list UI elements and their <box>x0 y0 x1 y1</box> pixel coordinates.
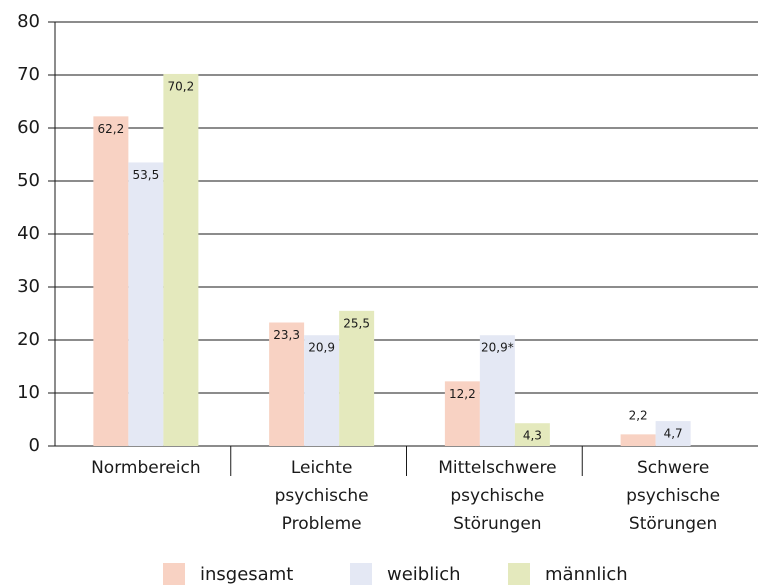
legend-label: weiblich <box>387 564 461 585</box>
data-label: 62,2 <box>98 122 125 136</box>
y-tick-label: 80 <box>17 11 40 32</box>
x-tick-label: Schwere psychische Störungen <box>626 458 720 534</box>
legend-label: männlich <box>545 564 628 585</box>
data-label: 12,2 <box>449 387 476 401</box>
data-label: 53,5 <box>133 168 160 182</box>
y-tick-label: 20 <box>17 329 40 350</box>
x-tick-label: Mittelschwere psychische Störungen <box>438 458 556 534</box>
bar <box>479 335 515 446</box>
legend-swatch <box>508 563 530 585</box>
bar <box>339 310 375 446</box>
data-label: 25,5 <box>343 316 370 330</box>
bar <box>655 421 691 446</box>
data-label: 2,2 <box>629 409 648 423</box>
data-label: 4,3 <box>523 429 542 443</box>
bar <box>93 116 129 446</box>
y-tick-label: 40 <box>17 223 40 244</box>
data-label: 4,7 <box>664 427 683 441</box>
bar <box>304 335 340 446</box>
bar <box>128 162 164 446</box>
y-tick-label: 10 <box>17 382 40 403</box>
data-label: 70,2 <box>168 79 195 93</box>
y-tick-label: 60 <box>17 117 40 138</box>
bar <box>444 381 480 446</box>
bar <box>620 434 656 446</box>
y-tick-label: 30 <box>17 276 40 297</box>
x-tick-label: Leichte psychische Probleme <box>275 458 369 534</box>
x-tick-label: Normbereich <box>91 458 201 478</box>
bar <box>269 322 305 446</box>
legend-label: insgesamt <box>200 564 293 585</box>
bar <box>514 423 550 446</box>
y-tick-label: 50 <box>17 170 40 191</box>
bar <box>163 73 199 446</box>
legend-swatch <box>350 563 372 585</box>
data-label: 20,9* <box>481 341 514 355</box>
y-tick-label: 0 <box>29 435 40 456</box>
data-label: 23,3 <box>273 328 300 342</box>
data-label: 20,9 <box>308 341 335 355</box>
y-tick-label: 70 <box>17 64 40 85</box>
legend-swatch <box>163 563 185 585</box>
